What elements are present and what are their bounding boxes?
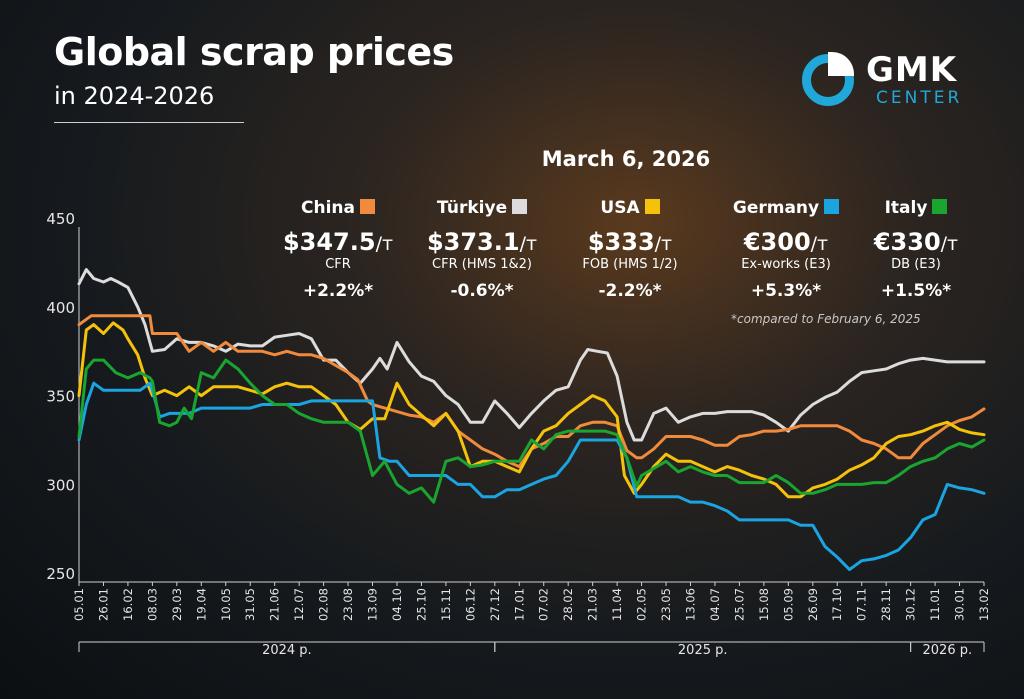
x-tick-label: 31.05 [243, 588, 257, 621]
card-name: China [301, 198, 355, 218]
x-tick-label: 16.02 [121, 588, 135, 621]
y-tick-label: 250 [46, 565, 75, 583]
x-tick-label: 21.03 [586, 588, 600, 621]
x-tick-label: 11.04 [610, 588, 624, 621]
logo-main-text: GMK [866, 50, 958, 90]
card-unit: /т [940, 233, 959, 255]
series-line-usa [77, 321, 986, 499]
year-label: 2025 р. [678, 643, 728, 658]
price-card-usa: USA $333/т FOB (HMS 1/2) -2.2%* [560, 198, 700, 301]
card-basis: Ex-works (E3) [741, 257, 831, 272]
x-tick-label: 17.01 [512, 588, 526, 621]
price-card-turkiye: Türkiye $373.1/т CFR (HMS 1&2) -0.6%* [412, 198, 552, 301]
x-tick-label: 02.05 [635, 588, 649, 621]
series-line-italy [77, 358, 986, 504]
legend-swatch-icon [359, 199, 375, 214]
card-change: +1.5%* [880, 281, 952, 301]
chart-axes [78, 227, 985, 652]
series-line-china [77, 314, 986, 469]
card-change: +5.3%* [750, 281, 822, 301]
x-tick-label: 10.05 [219, 588, 233, 621]
x-tick-label: 04.10 [390, 588, 404, 621]
y-tick-label: 350 [46, 388, 75, 406]
x-tick-label: 05.01 [72, 588, 86, 621]
x-tick-label: 27.12 [488, 588, 502, 621]
report-date: March 6, 2026 [541, 147, 711, 171]
x-tick-label: 25.10 [414, 588, 428, 621]
price-card-germany: Germany €300/т Ex-works (E3) +5.3%* [716, 198, 856, 301]
gmk-center-logo: GMK CENTER [802, 50, 978, 112]
x-tick-label: 28.11 [879, 588, 893, 621]
card-basis: CFR (HMS 1&2) [432, 257, 532, 272]
card-unit: /т [375, 233, 394, 255]
card-price: $347.5 [282, 228, 376, 256]
price-card-italy: Italy €330/т DB (E3) +1.5%* [846, 198, 986, 301]
x-tick-label: 26.09 [806, 588, 820, 621]
legend-swatch-icon [824, 199, 840, 214]
card-price: $333 [587, 228, 655, 256]
logo-sub-text: CENTER [876, 88, 963, 108]
year-label: 2026 р. [923, 643, 973, 658]
x-tick-label: 13.02 [977, 588, 991, 621]
x-tick-label: 23.05 [659, 588, 673, 621]
chart-series [77, 268, 986, 572]
card-change: -0.6%* [450, 281, 514, 301]
x-tick-label: 05.09 [781, 588, 795, 621]
x-tick-label: 23.08 [341, 588, 355, 621]
card-name: Italy [884, 198, 928, 218]
x-tick-label: 06.12 [463, 588, 477, 621]
y-tick-label: 450 [46, 210, 75, 228]
card-change: -2.2%* [598, 281, 662, 301]
x-tick-label: 30.12 [904, 588, 918, 621]
x-tick-label: 04.07 [708, 588, 722, 621]
card-name: Germany [732, 198, 820, 218]
x-tick-label: 19.04 [194, 588, 208, 621]
card-unit: /т [654, 233, 673, 255]
card-price: €300 [743, 228, 811, 256]
x-tick-label: 08.03 [145, 588, 159, 621]
x-tick-label: 17.10 [830, 588, 844, 621]
price-card-china: China $347.5/т CFR +2.2%* [268, 198, 408, 301]
y-tick-label: 400 [46, 299, 75, 317]
card-basis: CFR [325, 257, 351, 272]
x-tick-label: 26.01 [96, 588, 110, 621]
logo-cut-icon [828, 52, 854, 76]
x-tick-label: 21.06 [268, 588, 282, 621]
chart-title: Global scrap prices [54, 30, 454, 74]
x-tick-label: 02.08 [317, 588, 331, 621]
x-tick-label: 13.06 [683, 588, 697, 621]
card-name: USA [600, 198, 640, 218]
x-tick-label: 07.11 [855, 588, 869, 621]
card-unit: /т [810, 233, 829, 255]
card-basis: FOB (HMS 1/2) [582, 257, 678, 272]
x-tick-label: 13.09 [366, 588, 380, 621]
card-price: €330 [873, 228, 941, 256]
chart-ticks: 250 300 350 400 450 05.01 26.01 16.02 08.03 29.03… [46, 210, 991, 658]
x-tick-label: 29.03 [170, 588, 184, 621]
x-tick-label: 30.01 [953, 588, 967, 621]
card-name: Türkiye [436, 198, 508, 218]
y-tick-label: 300 [46, 476, 75, 494]
x-tick-label: 15.08 [757, 588, 771, 621]
chart-subtitle: in 2024-2026 [54, 82, 215, 110]
series-line-germany [77, 381, 986, 572]
card-unit: /т [519, 233, 538, 255]
title-divider [54, 122, 244, 123]
card-price: $373.1 [426, 228, 520, 256]
card-basis: DB (E3) [891, 257, 941, 272]
x-tick-label: 12.07 [292, 588, 306, 621]
x-tick-label: 28.02 [561, 588, 575, 621]
footnote: *compared to February 6, 2025 [731, 312, 921, 326]
legend-swatch-icon [644, 199, 660, 214]
x-tick-label: 25.07 [732, 588, 746, 621]
year-label: 2024 р. [262, 643, 312, 658]
x-tick-label: 07.02 [537, 588, 551, 621]
x-tick-label: 15.11 [439, 588, 453, 621]
card-change: +2.2%* [302, 281, 374, 301]
x-tick-label: 11.01 [928, 588, 942, 621]
legend-swatch-icon [932, 199, 948, 214]
legend-swatch-icon [512, 199, 528, 214]
